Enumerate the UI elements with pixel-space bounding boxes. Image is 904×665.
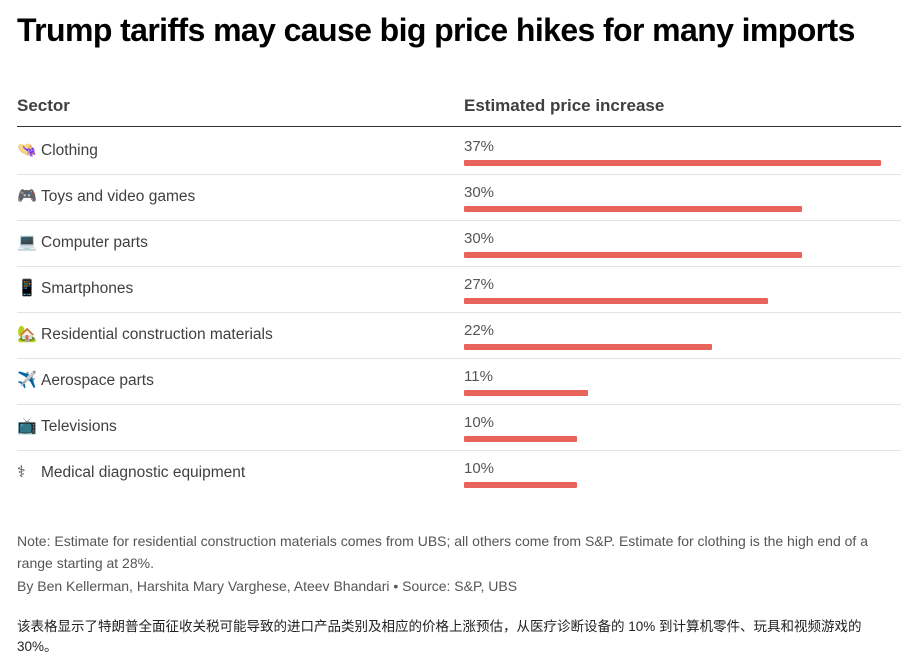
table-row: 📺 Televisions 10% — [17, 404, 901, 451]
house-icon: 🏡 — [17, 326, 37, 343]
data-label: 10% — [464, 460, 495, 477]
table-row: 💻 Computer parts 30% — [17, 220, 901, 267]
table-row: 📱 Smartphones 27% — [17, 266, 901, 313]
header-divider — [17, 126, 901, 127]
sector-label: Aerospace parts — [41, 372, 154, 389]
medical-icon: ⚕ — [17, 464, 26, 481]
game-controller-icon: 🎮 — [17, 188, 37, 205]
sector-label: Toys and video games — [41, 188, 196, 205]
hat-icon: 👒 — [17, 142, 37, 159]
table-row: 🏡 Residential construction materials 22% — [17, 312, 901, 359]
sector-label: Medical diagnostic equipment — [41, 464, 246, 481]
bar-residential-construction-materials — [464, 344, 712, 350]
sector-cell: 📺 Televisions — [17, 418, 117, 436]
sector-label: Televisions — [41, 418, 117, 435]
sector-label: Residential construction materials — [41, 326, 273, 343]
byline-source: By Ben Kellerman, Harshita Mary Varghese… — [17, 578, 518, 594]
table-row: 👒 Clothing 37% — [17, 128, 901, 175]
data-label: 22% — [464, 322, 495, 339]
sector-label: Computer parts — [41, 234, 148, 251]
bar-smartphones — [464, 298, 768, 304]
airplane-icon: ✈️ — [17, 372, 37, 389]
bar-toys-and-video-games — [464, 206, 802, 212]
table-row: ⚕ Medical diagnostic equipment 10% — [17, 450, 901, 496]
bar-televisions — [464, 436, 577, 442]
sector-cell: 👒 Clothing — [17, 142, 98, 160]
chart-title: Trump tariffs may cause big price hikes … — [17, 12, 855, 48]
bar-computer-parts — [464, 252, 802, 258]
sector-label: Smartphones — [41, 280, 134, 297]
bar-aerospace-parts — [464, 390, 588, 396]
data-label: 11% — [464, 368, 493, 385]
table-row: ✈️ Aerospace parts 11% — [17, 358, 901, 405]
chart-note: Note: Estimate for residential construct… — [17, 533, 868, 571]
column-header-price-increase: Estimated price increase — [464, 96, 665, 115]
bar-clothing — [464, 160, 881, 166]
television-icon: 📺 — [17, 418, 37, 435]
laptop-icon: 💻 — [17, 234, 37, 251]
data-label: 37% — [464, 138, 495, 155]
sector-cell: 🎮 Toys and video games — [17, 188, 195, 206]
sector-cell: 🏡 Residential construction materials — [17, 326, 273, 344]
data-label: 30% — [464, 184, 495, 201]
sector-cell: ✈️ Aerospace parts — [17, 372, 154, 390]
table-row: 🎮 Toys and video games 30% — [17, 174, 901, 221]
bar-medical-diagnostic-equipment — [464, 482, 577, 488]
data-label: 27% — [464, 276, 495, 293]
column-header-sector: Sector — [17, 96, 70, 115]
chinese-caption: 该表格显示了特朗普全面征收关税可能导致的进口产品类别及相应的价格上涨预估，从医疗… — [17, 619, 862, 654]
sector-label: Clothing — [41, 142, 98, 159]
smartphone-icon: 📱 — [17, 280, 37, 297]
sector-cell: 💻 Computer parts — [17, 234, 148, 252]
sector-cell: 📱 Smartphones — [17, 280, 133, 298]
data-label: 10% — [464, 414, 495, 431]
data-label: 30% — [464, 230, 495, 247]
sector-cell: ⚕ Medical diagnostic equipment — [17, 464, 245, 482]
